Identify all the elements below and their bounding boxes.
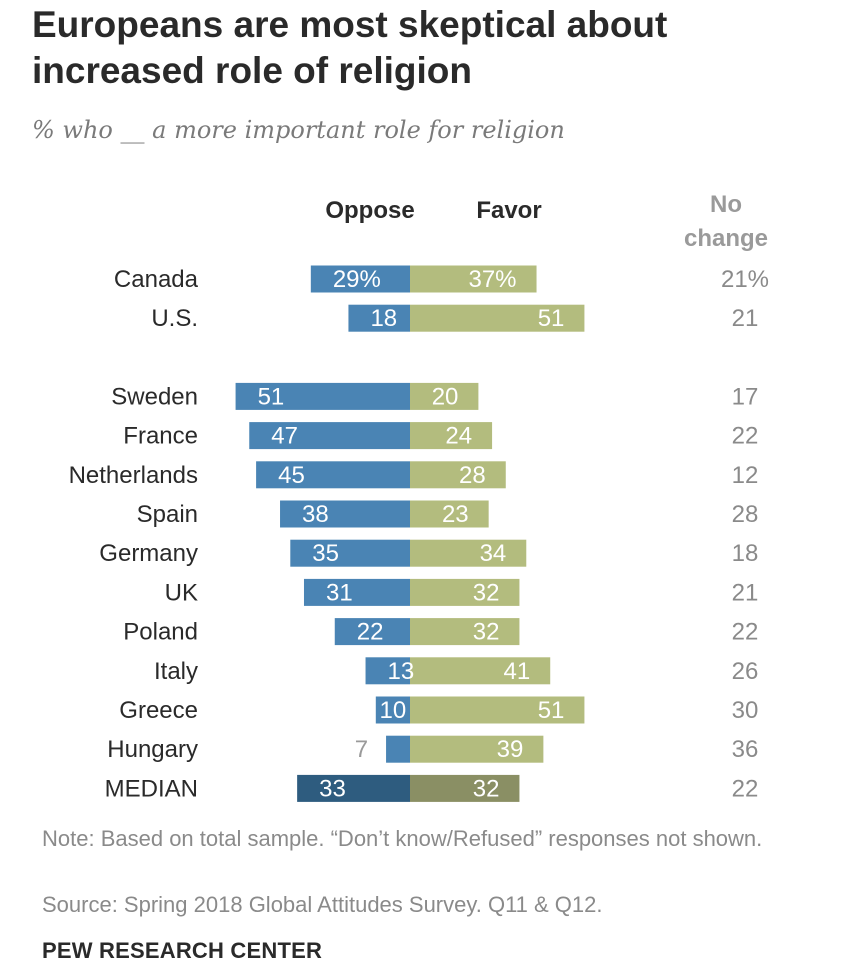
category-label-italy: Italy [154,658,198,685]
oppose-bar-germany [290,539,410,567]
no-change-value-canada: 21% [721,266,769,293]
oppose-bar-median [297,774,410,802]
oppose-bar-italy [365,657,410,685]
chart-source: Source: Spring 2018 Global Attitudes Sur… [42,892,603,917]
favor-value-spain: 23 [442,501,469,528]
favor-value-sweden: 20 [432,383,459,410]
favor-value-greece: 51 [538,697,565,724]
category-label-u-s: U.S. [151,305,198,332]
oppose-value-poland: 22 [357,619,384,646]
favor-value-hungary: 39 [497,736,524,763]
oppose-value-greece: 10 [380,697,407,724]
category-label-germany: Germany [99,540,198,567]
bar-rows: Canada 29% 37% 21% U.S. 18 51 21 Sweden 51 20 17 Fra… [69,265,769,802]
oppose-bar-hungary [386,735,410,763]
oppose-value-italy: 13 [388,658,415,685]
oppose-bar-canada [310,265,410,293]
oppose-value-germany: 35 [312,540,339,567]
header-oppose: Oppose [325,197,414,224]
oppose-bar-france [249,422,410,450]
favor-value-france: 24 [445,423,472,450]
favor-value-canada: 37% [468,266,516,293]
oppose-value-france: 47 [271,423,298,450]
oppose-value-hungary: 7 [355,736,368,763]
category-label-poland: Poland [123,619,198,646]
chart-title: Europeans are most skeptical about incre… [32,4,668,91]
favor-bar-median [410,774,520,802]
favor-value-median: 32 [473,775,500,802]
no-change-value-hungary: 36 [732,736,759,763]
favor-bar-hungary [410,735,544,763]
oppose-bar-uk [303,578,410,606]
no-change-value-italy: 26 [732,658,759,685]
no-change-value-germany: 18 [732,540,759,567]
chart-note: Note: Based on total sample. “Don’t know… [42,826,763,851]
category-label-uk: UK [165,579,198,606]
favor-bar-canada [410,265,537,293]
category-label-netherlands: Netherlands [69,462,198,489]
oppose-bar-netherlands [256,461,410,489]
category-label-france: France [123,423,198,450]
oppose-value-spain: 38 [302,501,329,528]
oppose-bar-u-s [348,304,410,332]
category-label-hungary: Hungary [107,736,198,763]
oppose-value-median: 33 [319,775,346,802]
category-label-greece: Greece [119,697,198,724]
favor-bar-sweden [410,382,479,410]
oppose-value-canada: 29% [333,266,381,293]
favor-value-netherlands: 28 [459,462,486,489]
brand-name: PEW RESEARCH CENTER [42,938,323,963]
no-change-value-sweden: 17 [732,383,759,410]
oppose-bar-poland [334,618,410,646]
no-change-value-france: 22 [732,423,759,450]
category-label-spain: Spain [137,501,198,528]
favor-bar-germany [410,539,527,567]
favor-value-poland: 32 [473,619,500,646]
header-no-change-line2: change [684,225,768,252]
oppose-bar-greece [375,696,410,724]
oppose-value-netherlands: 45 [278,462,305,489]
no-change-value-greece: 30 [732,697,759,724]
favor-value-italy: 41 [504,658,531,685]
favor-bar-spain [410,500,489,528]
no-change-value-uk: 21 [732,579,759,606]
no-change-value-netherlands: 12 [732,462,759,489]
oppose-value-sweden: 51 [258,383,285,410]
header-no-change-line1: No [710,191,742,218]
no-change-value-spain: 28 [732,501,759,528]
favor-value-u-s: 51 [538,305,565,332]
oppose-value-u-s: 18 [370,305,397,332]
category-label-canada: Canada [114,266,199,293]
diverging-bar-chart: Oppose Favor No change Canada 29% 37% 21% U.… [69,191,769,802]
category-label-median: MEDIAN [105,775,198,802]
favor-bar-poland [410,618,520,646]
favor-bar-greece [410,696,585,724]
favor-bar-france [410,422,493,450]
no-change-value-poland: 22 [732,619,759,646]
favor-bar-uk [410,578,520,606]
favor-value-uk: 32 [473,579,500,606]
chart-subtitle: % who __ a more important role for relig… [32,116,565,144]
favor-value-germany: 34 [480,540,507,567]
favor-bar-italy [410,657,551,685]
no-change-value-median: 22 [732,775,759,802]
category-label-sweden: Sweden [111,383,198,410]
oppose-bar-sweden [235,382,410,410]
no-change-value-u-s: 21 [732,305,759,332]
favor-bar-netherlands [410,461,506,489]
header-favor: Favor [476,197,541,224]
favor-bar-u-s [410,304,585,332]
oppose-bar-spain [280,500,410,528]
oppose-value-uk: 31 [326,579,353,606]
